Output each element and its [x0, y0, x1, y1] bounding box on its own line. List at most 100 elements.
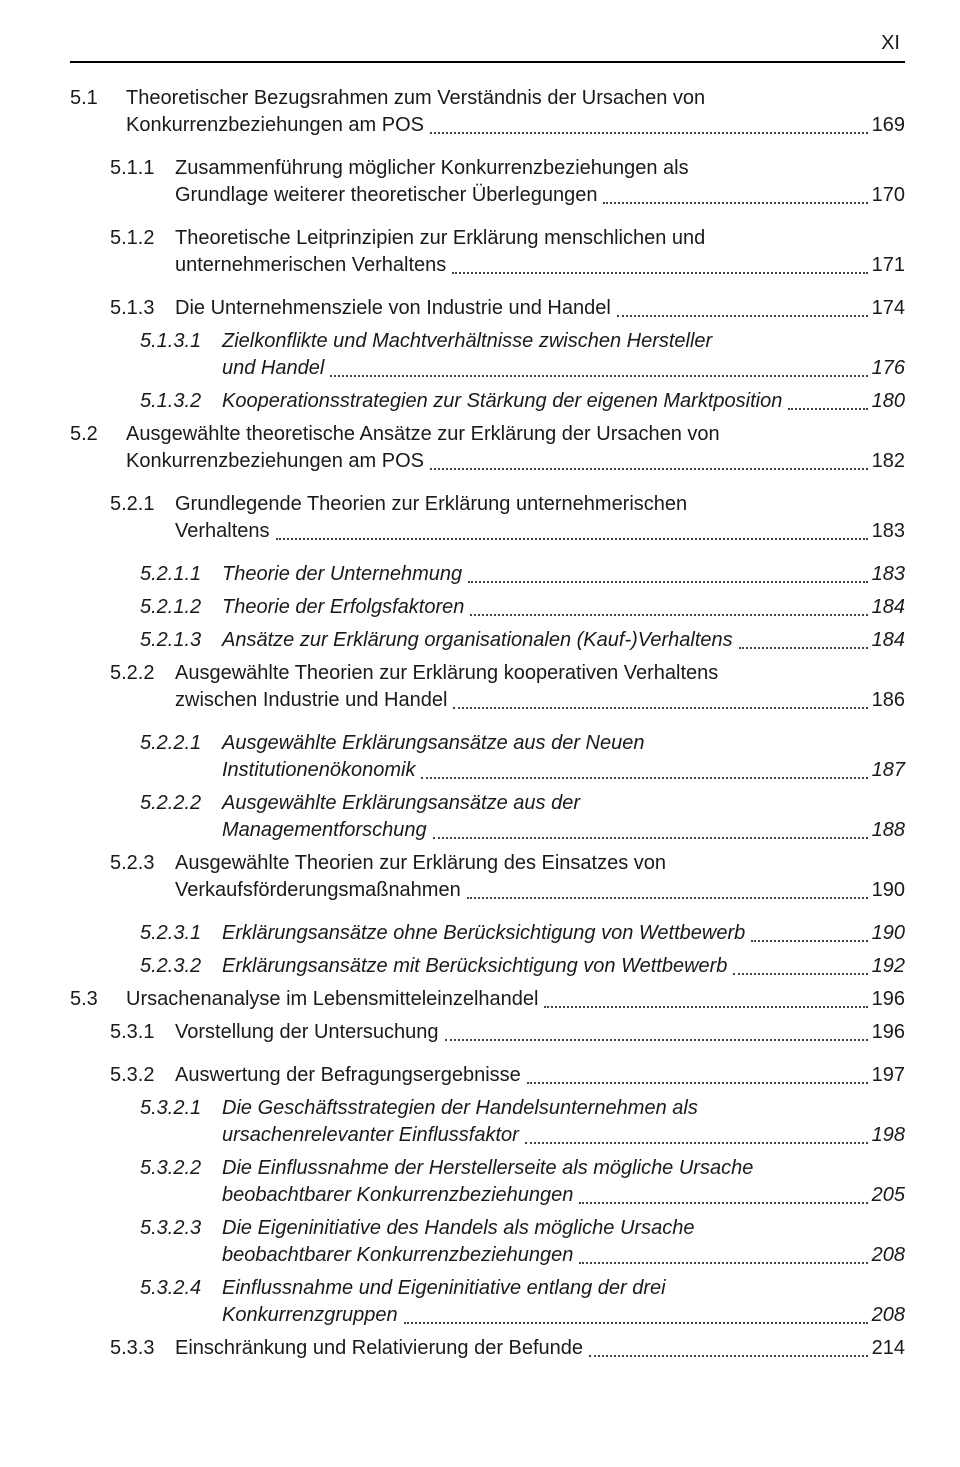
toc-entry: 5.2.2.1Ausgewählte Erklärungsansätze aus…	[140, 730, 905, 784]
toc-entry-number: 5.2.3	[110, 850, 175, 877]
toc-entry-page: 171	[872, 252, 905, 279]
toc-entry-number: 5.1.3.2	[140, 388, 222, 415]
toc-entry-text: Die Geschäftsstrategien der Handelsunter…	[222, 1095, 698, 1122]
toc-leader	[404, 1322, 868, 1324]
toc-entry-page: 192	[872, 953, 905, 980]
toc-entry-number: 5.1.3.1	[140, 328, 222, 355]
toc-entry-text: Die Unternehmensziele von Industrie und …	[175, 295, 611, 322]
toc-entry-number: 5.3.2.4	[140, 1275, 222, 1302]
toc-entry: 5.1.3.1Zielkonflikte und Machtverhältnis…	[140, 328, 905, 382]
toc-entry-number: 5.1.3	[110, 295, 175, 322]
toc-leader	[445, 1039, 868, 1041]
toc-entry-text: Einflussnahme und Eigeninitiative entlan…	[222, 1275, 666, 1302]
toc-leader	[589, 1355, 868, 1357]
toc-page: XI 5.1Theoretischer Bezugsrahmen zum Ver…	[0, 0, 960, 1467]
toc-entry-text: unternehmerischen Verhaltens	[175, 252, 446, 279]
toc-entry-text: Ausgewählte Theorien zur Erklärung koope…	[175, 660, 718, 687]
toc-entry-page: 208	[872, 1242, 905, 1269]
toc-entry-page: 196	[872, 1019, 905, 1046]
toc-entry-text: Ausgewählte Theorien zur Erklärung des E…	[175, 850, 666, 877]
toc-entry: 5.3.1Vorstellung der Untersuchung 196	[110, 1019, 905, 1046]
toc-entry-page: 184	[872, 627, 905, 654]
toc-entry-text: Grundlegende Theorien zur Erklärung unte…	[175, 491, 687, 518]
toc-entry-text: Grundlage weiterer theoretischer Überleg…	[175, 182, 597, 209]
toc-entry-text: ursachenrelevanter Einflussfaktor	[222, 1122, 519, 1149]
toc-leader	[467, 897, 868, 899]
toc-entry: 5.1Theoretischer Bezugsrahmen zum Verstä…	[70, 85, 905, 139]
toc-entry-number: 5.3.2	[110, 1062, 175, 1089]
toc-entry-text: Theoretische Leitprinzipien zur Erklärun…	[175, 225, 705, 252]
toc-leader	[452, 272, 867, 274]
toc-leader	[525, 1142, 868, 1144]
toc-entry-text: Konkurrenzgruppen	[222, 1302, 398, 1329]
toc-entry-number: 5.2.2.1	[140, 730, 222, 757]
toc-entry-text: Vorstellung der Untersuchung	[175, 1019, 439, 1046]
toc-entry-page: 180	[872, 388, 905, 415]
toc-entry-text: Managementforschung	[222, 817, 427, 844]
toc-entry-page: 169	[872, 112, 905, 139]
toc-entry-page: 174	[872, 295, 905, 322]
toc-entry-page: 186	[872, 687, 905, 714]
toc-entry-number: 5.3.2.3	[140, 1215, 222, 1242]
toc-entry-text: Ansätze zur Erklärung organisationalen (…	[222, 627, 733, 654]
toc-entry-page: 176	[872, 355, 905, 382]
toc-entry: 5.2.3.2Erklärungsansätze mit Berücksicht…	[140, 953, 905, 980]
toc-entry-number: 5.3.2.1	[140, 1095, 222, 1122]
toc-entry-page: 205	[872, 1182, 905, 1209]
toc-leader	[430, 132, 868, 134]
toc-entry: 5.3.2Auswertung der Befragungsergebnisse…	[110, 1062, 905, 1089]
toc-entry-number: 5.2	[70, 421, 126, 448]
toc-entry: 5.3.2.4Einflussnahme und Eigeninitiative…	[140, 1275, 905, 1329]
toc-entry-page: 183	[872, 518, 905, 545]
toc-leader	[468, 581, 867, 583]
toc-entry: 5.2.3.1Erklärungsansätze ohne Berücksich…	[140, 920, 905, 947]
toc-entry-text: Auswertung der Befragungsergebnisse	[175, 1062, 521, 1089]
toc-entry: 5.2.1.1Theorie der Unternehmung183	[140, 561, 905, 588]
toc-entry-number: 5.3	[70, 986, 126, 1013]
toc-leader	[751, 940, 867, 942]
toc-entry-number: 5.2.1.3	[140, 627, 222, 654]
toc-leader	[430, 468, 868, 470]
toc-entry: 5.1.3Die Unternehmensziele von Industrie…	[110, 295, 905, 322]
toc-entry-number: 5.2.2	[110, 660, 175, 687]
toc-entry-text: Verkaufsförderungsmaßnahmen	[175, 877, 461, 904]
toc-entry-number: 5.2.1	[110, 491, 175, 518]
toc-entry-text: Ausgewählte Erklärungsansätze aus der Ne…	[222, 730, 644, 757]
toc-entry-number: 5.3.1	[110, 1019, 175, 1046]
toc-entry-text: Konkurrenzbeziehungen am POS	[126, 448, 424, 475]
toc-entry-text: Theoretischer Bezugsrahmen zum Verständn…	[126, 85, 705, 112]
toc-leader	[453, 707, 867, 709]
toc-entry-page: 196	[872, 986, 905, 1013]
toc-entry-text: Erklärungsansätze mit Berücksichtigung v…	[222, 953, 727, 980]
toc-leader	[544, 1006, 867, 1008]
toc-entry-text: beobachtbarer Konkurrenzbeziehungen	[222, 1182, 573, 1209]
toc-leader	[739, 647, 868, 649]
toc-entry-text: Die Eigeninitiative des Handels als mögl…	[222, 1215, 694, 1242]
toc-entry-text: Ursachenanalyse im Lebensmitteleinzelhan…	[126, 986, 538, 1013]
toc-entry: 5.1.2Theoretische Leitprinzipien zur Erk…	[110, 225, 905, 279]
toc-entry-text: Zielkonflikte und Machtverhältnisse zwis…	[222, 328, 712, 355]
toc-entry-text: Die Einflussnahme der Herstellerseite al…	[222, 1155, 753, 1182]
toc-entry-page: 170	[872, 182, 905, 209]
toc-entry-page: 190	[872, 920, 905, 947]
top-rule	[70, 61, 905, 63]
toc-leader	[527, 1082, 868, 1084]
toc-entry-page: 187	[872, 757, 905, 784]
toc-entry-text: Erklärungsansätze ohne Berücksichtigung …	[222, 920, 745, 947]
toc-container: 5.1Theoretischer Bezugsrahmen zum Verstä…	[70, 85, 905, 1362]
toc-entry-text: Einschränkung und Relativierung der Befu…	[175, 1335, 583, 1362]
toc-entry-page: 184	[872, 594, 905, 621]
toc-entry: 5.3.2.2Die Einflussnahme der Herstellers…	[140, 1155, 905, 1209]
toc-leader	[276, 538, 868, 540]
toc-entry-number: 5.1	[70, 85, 126, 112]
toc-entry-number: 5.2.1.1	[140, 561, 222, 588]
toc-entry: 5.2.2Ausgewählte Theorien zur Erklärung …	[110, 660, 905, 714]
toc-entry-page: 190	[872, 877, 905, 904]
toc-entry-page: 208	[872, 1302, 905, 1329]
toc-entry: 5.2.1.2Theorie der Erfolgsfaktoren184	[140, 594, 905, 621]
toc-entry: 5.3.2.1Die Geschäftsstrategien der Hande…	[140, 1095, 905, 1149]
toc-leader	[603, 202, 867, 204]
toc-entry: 5.2.3Ausgewählte Theorien zur Erklärung …	[110, 850, 905, 904]
toc-entry-number: 5.3.3	[110, 1335, 175, 1362]
toc-entry-page: 197	[872, 1062, 905, 1089]
